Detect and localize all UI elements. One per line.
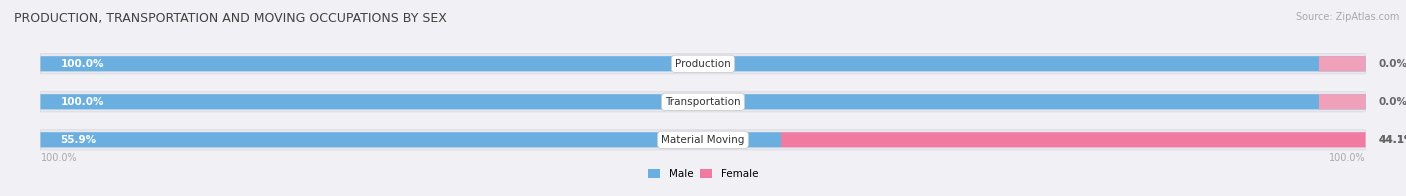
- FancyBboxPatch shape: [41, 130, 1365, 150]
- Text: Production: Production: [675, 59, 731, 69]
- Text: 44.1%: 44.1%: [1379, 135, 1406, 145]
- FancyBboxPatch shape: [1319, 94, 1365, 109]
- Text: Transportation: Transportation: [665, 97, 741, 107]
- Text: 44.1%: 44.1%: [1379, 135, 1406, 145]
- Legend: Male, Female: Male, Female: [644, 165, 762, 183]
- Text: 55.9%: 55.9%: [60, 135, 97, 145]
- Text: Material Moving: Material Moving: [661, 135, 745, 145]
- FancyBboxPatch shape: [41, 54, 1365, 74]
- FancyBboxPatch shape: [1319, 56, 1365, 71]
- Text: PRODUCTION, TRANSPORTATION AND MOVING OCCUPATIONS BY SEX: PRODUCTION, TRANSPORTATION AND MOVING OC…: [14, 12, 447, 25]
- FancyBboxPatch shape: [41, 92, 1365, 112]
- FancyBboxPatch shape: [41, 56, 1365, 71]
- Text: 100.0%: 100.0%: [60, 59, 104, 69]
- Text: 0.0%: 0.0%: [1379, 97, 1406, 107]
- Text: Source: ZipAtlas.com: Source: ZipAtlas.com: [1295, 12, 1399, 22]
- FancyBboxPatch shape: [41, 132, 1365, 147]
- FancyBboxPatch shape: [41, 94, 1365, 109]
- Text: 100.0%: 100.0%: [60, 97, 104, 107]
- FancyBboxPatch shape: [41, 56, 1365, 71]
- Text: 0.0%: 0.0%: [1379, 59, 1406, 69]
- FancyBboxPatch shape: [782, 132, 1365, 147]
- Text: 100.0%: 100.0%: [41, 153, 77, 163]
- FancyBboxPatch shape: [41, 94, 1365, 109]
- FancyBboxPatch shape: [41, 132, 782, 147]
- Text: 100.0%: 100.0%: [1329, 153, 1365, 163]
